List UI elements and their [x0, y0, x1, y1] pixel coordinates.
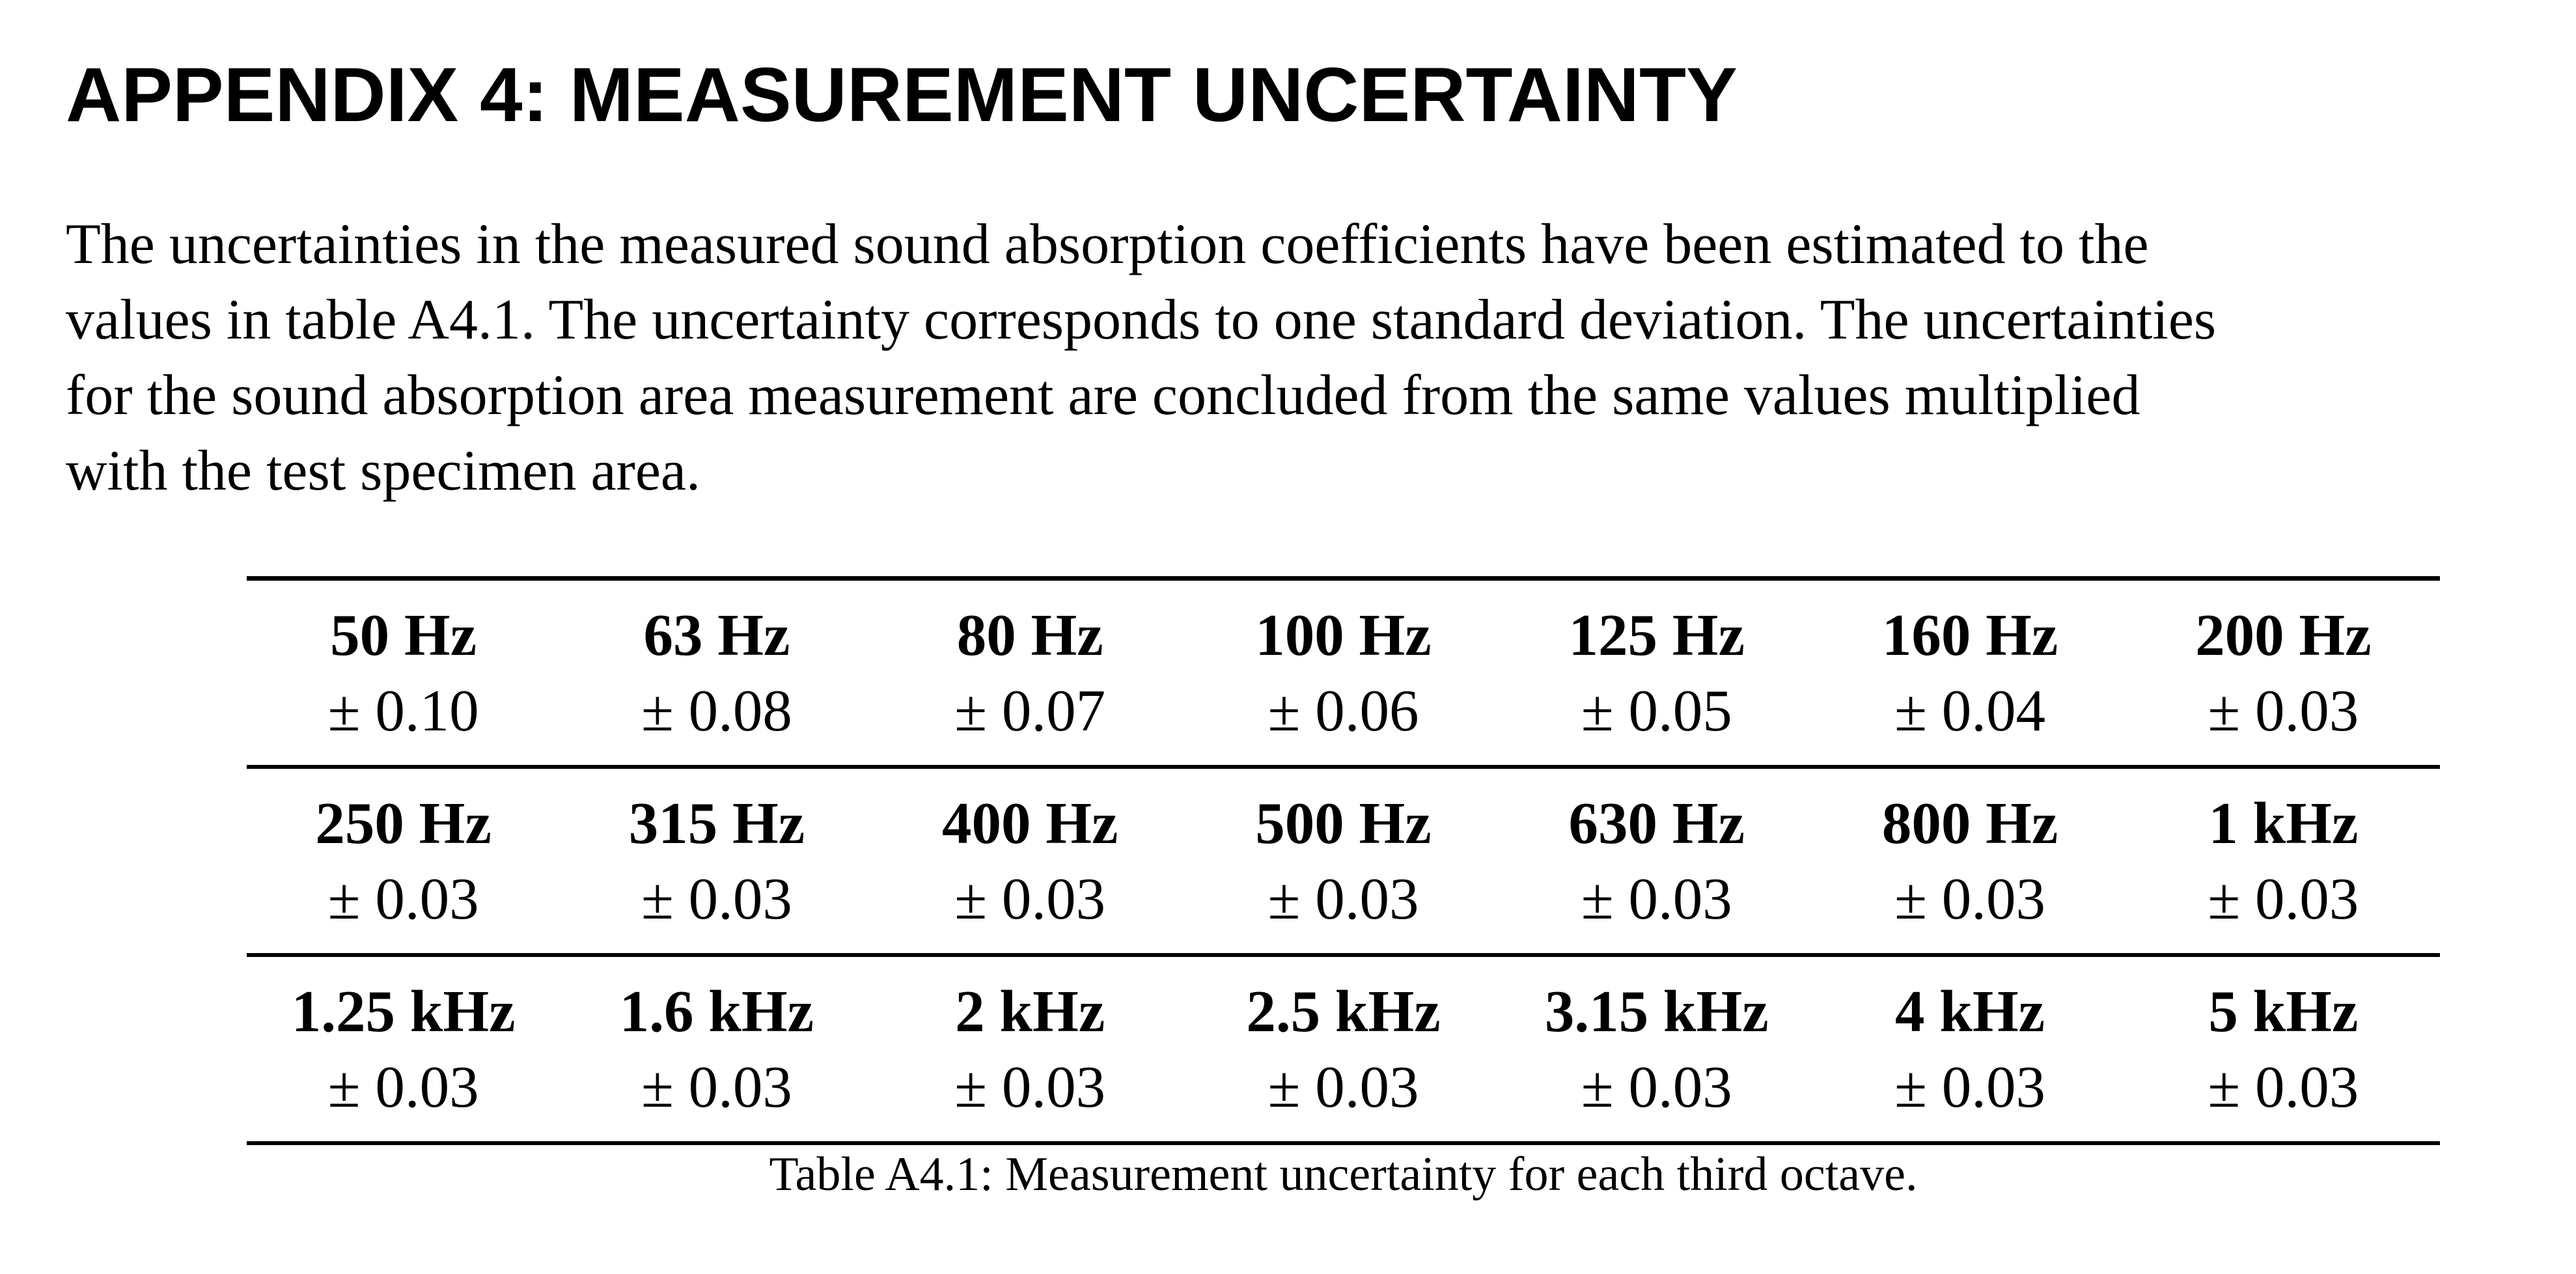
uncertainty-value: ± 0.03 — [1267, 865, 1419, 932]
table-cell: 630 Hz ± 0.03 — [1500, 767, 1814, 957]
table-cell: 125 Hz ± 0.05 — [1500, 578, 1814, 769]
frequency-label: 4 kHz — [1895, 978, 2045, 1044]
paragraph-line: The uncertainties in the measured sound … — [66, 213, 2149, 276]
uncertainty-value: ± 0.03 — [954, 1053, 1106, 1120]
uncertainty-value: ± 0.03 — [1581, 1053, 1732, 1120]
table-cell: 100 Hz ± 0.06 — [1186, 578, 1501, 769]
frequency-label: 500 Hz — [1255, 790, 1432, 856]
table-cell: 4 kHz ± 0.03 — [1813, 955, 2127, 1145]
paragraph-line: for the sound absorption area measuremen… — [66, 364, 2140, 427]
table-cell: 500 Hz ± 0.03 — [1186, 767, 1501, 957]
frequency-label: 315 Hz — [628, 790, 805, 856]
uncertainty-value: ± 0.03 — [641, 1053, 792, 1120]
table-cell: 800 Hz ± 0.03 — [1813, 767, 2127, 957]
uncertainty-value: ± 0.04 — [1894, 677, 2046, 743]
paragraph-line: values in table A4.1. The uncertainty co… — [66, 288, 2217, 352]
uncertainty-value: ± 0.03 — [327, 1053, 479, 1120]
table-row: 50 Hz ± 0.10 63 Hz ± 0.08 80 Hz ± 0.07 100 Hz ±… — [247, 578, 2440, 769]
table-cell: 1 kHz ± 0.03 — [2126, 767, 2440, 957]
frequency-label: 2.5 kHz — [1246, 978, 1441, 1044]
uncertainty-value: ± 0.07 — [954, 677, 1106, 743]
uncertainty-value: ± 0.03 — [1581, 865, 1732, 932]
table-cell: 400 Hz ± 0.03 — [873, 767, 1187, 957]
table-cell: 80 Hz ± 0.07 — [873, 578, 1187, 769]
uncertainty-value: ± 0.03 — [1894, 1053, 2046, 1120]
table-cell: 2.5 kHz ± 0.03 — [1186, 955, 1501, 1145]
table-cell: 5 kHz ± 0.03 — [2126, 955, 2440, 1145]
frequency-label: 160 Hz — [1881, 602, 2058, 668]
uncertainty-value: ± 0.05 — [1581, 677, 1732, 743]
uncertainty-value: ± 0.03 — [1267, 1053, 1419, 1120]
heading: APPENDIX 4: MEASUREMENT UNCERTAINTY — [66, 52, 1738, 138]
table-cell: 1.6 kHz ± 0.03 — [560, 955, 874, 1145]
table-cell: 160 Hz ± 0.04 — [1813, 578, 2127, 769]
table-cell: 63 Hz ± 0.08 — [560, 578, 874, 769]
frequency-label: 200 Hz — [2195, 602, 2372, 668]
table-cell: 3.15 kHz ± 0.03 — [1500, 955, 1814, 1145]
table-cell: 1.25 kHz ± 0.03 — [247, 955, 561, 1145]
paragraph-line: with the test specimen area. — [66, 439, 700, 503]
uncertainty-value: ± 0.03 — [954, 865, 1106, 932]
table-cell: 315 Hz ± 0.03 — [560, 767, 874, 957]
table-cell: 250 Hz ± 0.03 — [247, 767, 561, 957]
paragraph: The uncertainties in the measured sound … — [66, 207, 2216, 509]
frequency-label: 100 Hz — [1255, 602, 1432, 668]
frequency-label: 800 Hz — [1881, 790, 2058, 856]
uncertainty-value: ± 0.03 — [2208, 677, 2359, 743]
frequency-label: 1.6 kHz — [619, 978, 814, 1044]
table-row: 1.25 kHz ± 0.03 1.6 kHz ± 0.03 2 kHz ± 0.03 2.… — [247, 955, 2440, 1145]
uncertainty-value: ± 0.06 — [1267, 677, 1419, 743]
frequency-label: 63 Hz — [643, 602, 790, 668]
table-cell: 50 Hz ± 0.10 — [247, 578, 561, 769]
frequency-label: 50 Hz — [330, 602, 477, 668]
frequency-label: 80 Hz — [956, 602, 1103, 668]
uncertainty-value: ± 0.03 — [641, 865, 792, 932]
frequency-label: 5 kHz — [2208, 978, 2359, 1044]
frequency-label: 125 Hz — [1568, 602, 1745, 668]
uncertainty-value: ± 0.10 — [327, 677, 479, 743]
frequency-label: 250 Hz — [315, 790, 492, 856]
uncertainty-value: ± 0.03 — [2208, 1053, 2359, 1120]
frequency-label: 1 kHz — [2208, 790, 2359, 856]
uncertainty-value: ± 0.03 — [2208, 865, 2359, 932]
uncertainty-value: ± 0.03 — [327, 865, 479, 932]
frequency-label: 630 Hz — [1568, 790, 1745, 856]
table-row: 250 Hz ± 0.03 315 Hz ± 0.03 400 Hz ± 0.03 500 … — [247, 767, 2440, 957]
uncertainty-table: 50 Hz ± 0.10 63 Hz ± 0.08 80 Hz ± 0.07 100 Hz ±… — [247, 576, 2440, 1145]
frequency-label: 1.25 kHz — [291, 978, 516, 1044]
table-cell: 2 kHz ± 0.03 — [873, 955, 1187, 1145]
uncertainty-value: ± 0.08 — [641, 677, 792, 743]
frequency-label: 3.15 kHz — [1544, 978, 1769, 1044]
table-cell: 200 Hz ± 0.03 — [2126, 578, 2440, 769]
uncertainty-value: ± 0.03 — [1894, 865, 2046, 932]
table-caption: Table A4.1: Measurement uncertainty for … — [769, 1148, 1918, 1201]
frequency-label: 2 kHz — [955, 978, 1105, 1044]
frequency-label: 400 Hz — [941, 790, 1118, 856]
